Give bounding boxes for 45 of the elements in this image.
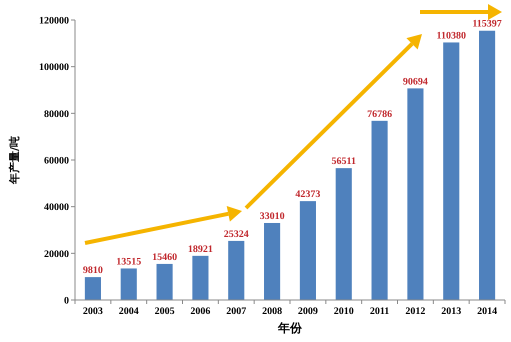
data-label: 76786 [367,108,392,120]
data-label: 15460 [152,252,178,263]
bar [336,168,352,300]
y-tick-label: 80000 [44,108,69,120]
x-axis-title: 年份 [277,321,303,335]
x-tick-label: 2013 [441,306,462,317]
x-tick-label: 2012 [405,306,426,317]
x-tick-label: 2014 [477,306,498,317]
bar [192,256,208,300]
y-tick-label: 60000 [44,156,69,166]
data-label: 33010 [260,210,285,222]
x-tick-label: 2010 [334,306,354,317]
y-tick-label: 20000 [44,248,69,260]
data-label: 56511 [332,156,356,168]
bar [156,264,173,300]
data-label: 90694 [402,76,428,88]
y-tick-label: 40000 [44,202,69,214]
y-axis-title: 年产量/吨 [8,136,21,186]
bar [228,240,244,300]
x-tick-label: 2009 [298,306,318,317]
bar [84,277,101,300]
x-tick-label: 2003 [82,306,103,317]
x-tick-label: 2008 [262,306,282,317]
y-tick-label: 100000 [39,62,69,74]
data-label: 9810 [82,265,103,276]
bar [120,268,137,300]
x-tick-label: 2005 [154,306,175,317]
y-tick-label: 120000 [39,16,69,26]
bar [372,120,388,300]
data-label: 18921 [188,244,213,255]
bar [479,30,496,300]
bar [407,88,424,300]
x-tick-label: 2004 [118,306,139,317]
data-label: 13515 [116,256,142,268]
bar [264,222,280,300]
x-tick-label: 2011 [370,306,390,317]
data-label: 110380 [436,30,466,42]
data-label: 42373 [295,189,320,200]
x-tick-label: 2007 [226,306,246,317]
bar [300,201,316,300]
bar [443,42,460,300]
y-tick-label: 0 [64,296,69,306]
data-label: 25324 [224,228,249,240]
data-label: 115397 [472,18,502,30]
x-tick-label: 2006 [190,306,210,317]
